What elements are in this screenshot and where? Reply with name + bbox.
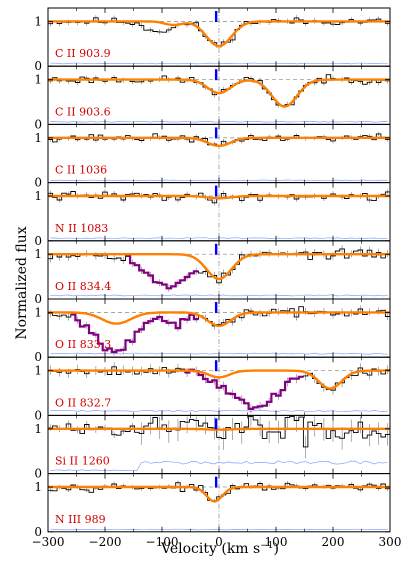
x-axis-title: Velocity (km s−1) bbox=[160, 541, 279, 557]
ion-label: O II 833.3 bbox=[55, 338, 111, 351]
panel-7: 0 1 O II 832.7 bbox=[34, 356, 391, 422]
ion-label: C II 1036 bbox=[55, 164, 107, 177]
y-tick-label: 1 bbox=[34, 364, 42, 378]
y-tick-label: 1 bbox=[34, 422, 42, 436]
y-tick-label: 0 bbox=[34, 408, 42, 422]
panel-4: 0 1 N II 1083 bbox=[34, 182, 391, 248]
y-tick-label: 0 bbox=[34, 59, 42, 73]
y-tick-label: 1 bbox=[34, 73, 42, 87]
x-tick-label: 100 bbox=[265, 535, 288, 549]
model-fit bbox=[48, 427, 390, 431]
x-tick-label: −100 bbox=[146, 535, 179, 549]
x-tick-label: −300 bbox=[32, 535, 65, 549]
panel-5: 0 1 O II 834.4 bbox=[34, 240, 391, 306]
model-fit bbox=[48, 369, 390, 390]
y-tick-label: 0 bbox=[34, 292, 42, 306]
model-fit bbox=[48, 20, 390, 48]
y-tick-label: 1 bbox=[34, 131, 42, 145]
model-fit bbox=[48, 485, 390, 503]
y-tick-label: 0 bbox=[34, 117, 42, 131]
panel-2: 0 1 C II 903.6 bbox=[34, 65, 391, 131]
model-fit bbox=[48, 253, 390, 281]
ion-label: O II 832.7 bbox=[55, 396, 111, 409]
blended-region bbox=[70, 313, 199, 354]
ion-label: Si II 1260 bbox=[55, 455, 110, 468]
ion-label: N III 989 bbox=[55, 513, 106, 526]
panel-3: 0 1 C II 1036 bbox=[34, 123, 391, 190]
panel-9: 0 1 N III 989 bbox=[34, 473, 391, 539]
y-tick-label: 1 bbox=[34, 305, 42, 319]
y-tick-label: 0 bbox=[34, 234, 42, 248]
panel-1: 0 1 C II 903.9 bbox=[34, 7, 391, 73]
y-axis-title: Normalized flux bbox=[14, 226, 30, 339]
y-tick-label: 1 bbox=[34, 14, 42, 28]
y-tick-label: 1 bbox=[34, 189, 42, 203]
x-tick-label: 0 bbox=[215, 535, 223, 549]
x-axis: −300 −200 −100 0 100 200 300 bbox=[32, 535, 402, 549]
model-fit bbox=[48, 136, 390, 148]
x-tick-label: 200 bbox=[322, 535, 345, 549]
y-tick-label: 1 bbox=[34, 247, 42, 261]
blended-region bbox=[184, 368, 304, 410]
y-tick-label: 1 bbox=[34, 480, 42, 494]
y-tick-label: 0 bbox=[34, 176, 42, 190]
panel-6: 0 1 O II 833.3 bbox=[34, 298, 391, 364]
ion-label: O II 834.4 bbox=[55, 280, 111, 293]
flux-spectrum bbox=[48, 415, 390, 448]
y-tick-label: 0 bbox=[34, 525, 42, 539]
model-fit bbox=[48, 194, 390, 200]
y-tick-label: 0 bbox=[34, 467, 42, 481]
ion-label: C II 903.9 bbox=[55, 47, 111, 60]
panel-8: 0 1 Si II 1260 bbox=[34, 414, 391, 481]
model-fit bbox=[48, 311, 390, 328]
y-tick-label: 0 bbox=[34, 350, 42, 364]
ion-label: C II 903.6 bbox=[55, 105, 111, 118]
x-axis-title-close: ) bbox=[274, 541, 279, 557]
x-tick-label: −200 bbox=[89, 535, 122, 549]
model-fit bbox=[48, 78, 390, 108]
blended-region bbox=[125, 254, 199, 290]
error-spectrum bbox=[50, 460, 388, 472]
ion-label: N II 1083 bbox=[55, 222, 108, 235]
x-axis-title-exponent: −1 bbox=[260, 541, 273, 551]
x-axis-title-main: Velocity (km s bbox=[160, 541, 260, 557]
x-tick-label: 300 bbox=[379, 535, 402, 549]
